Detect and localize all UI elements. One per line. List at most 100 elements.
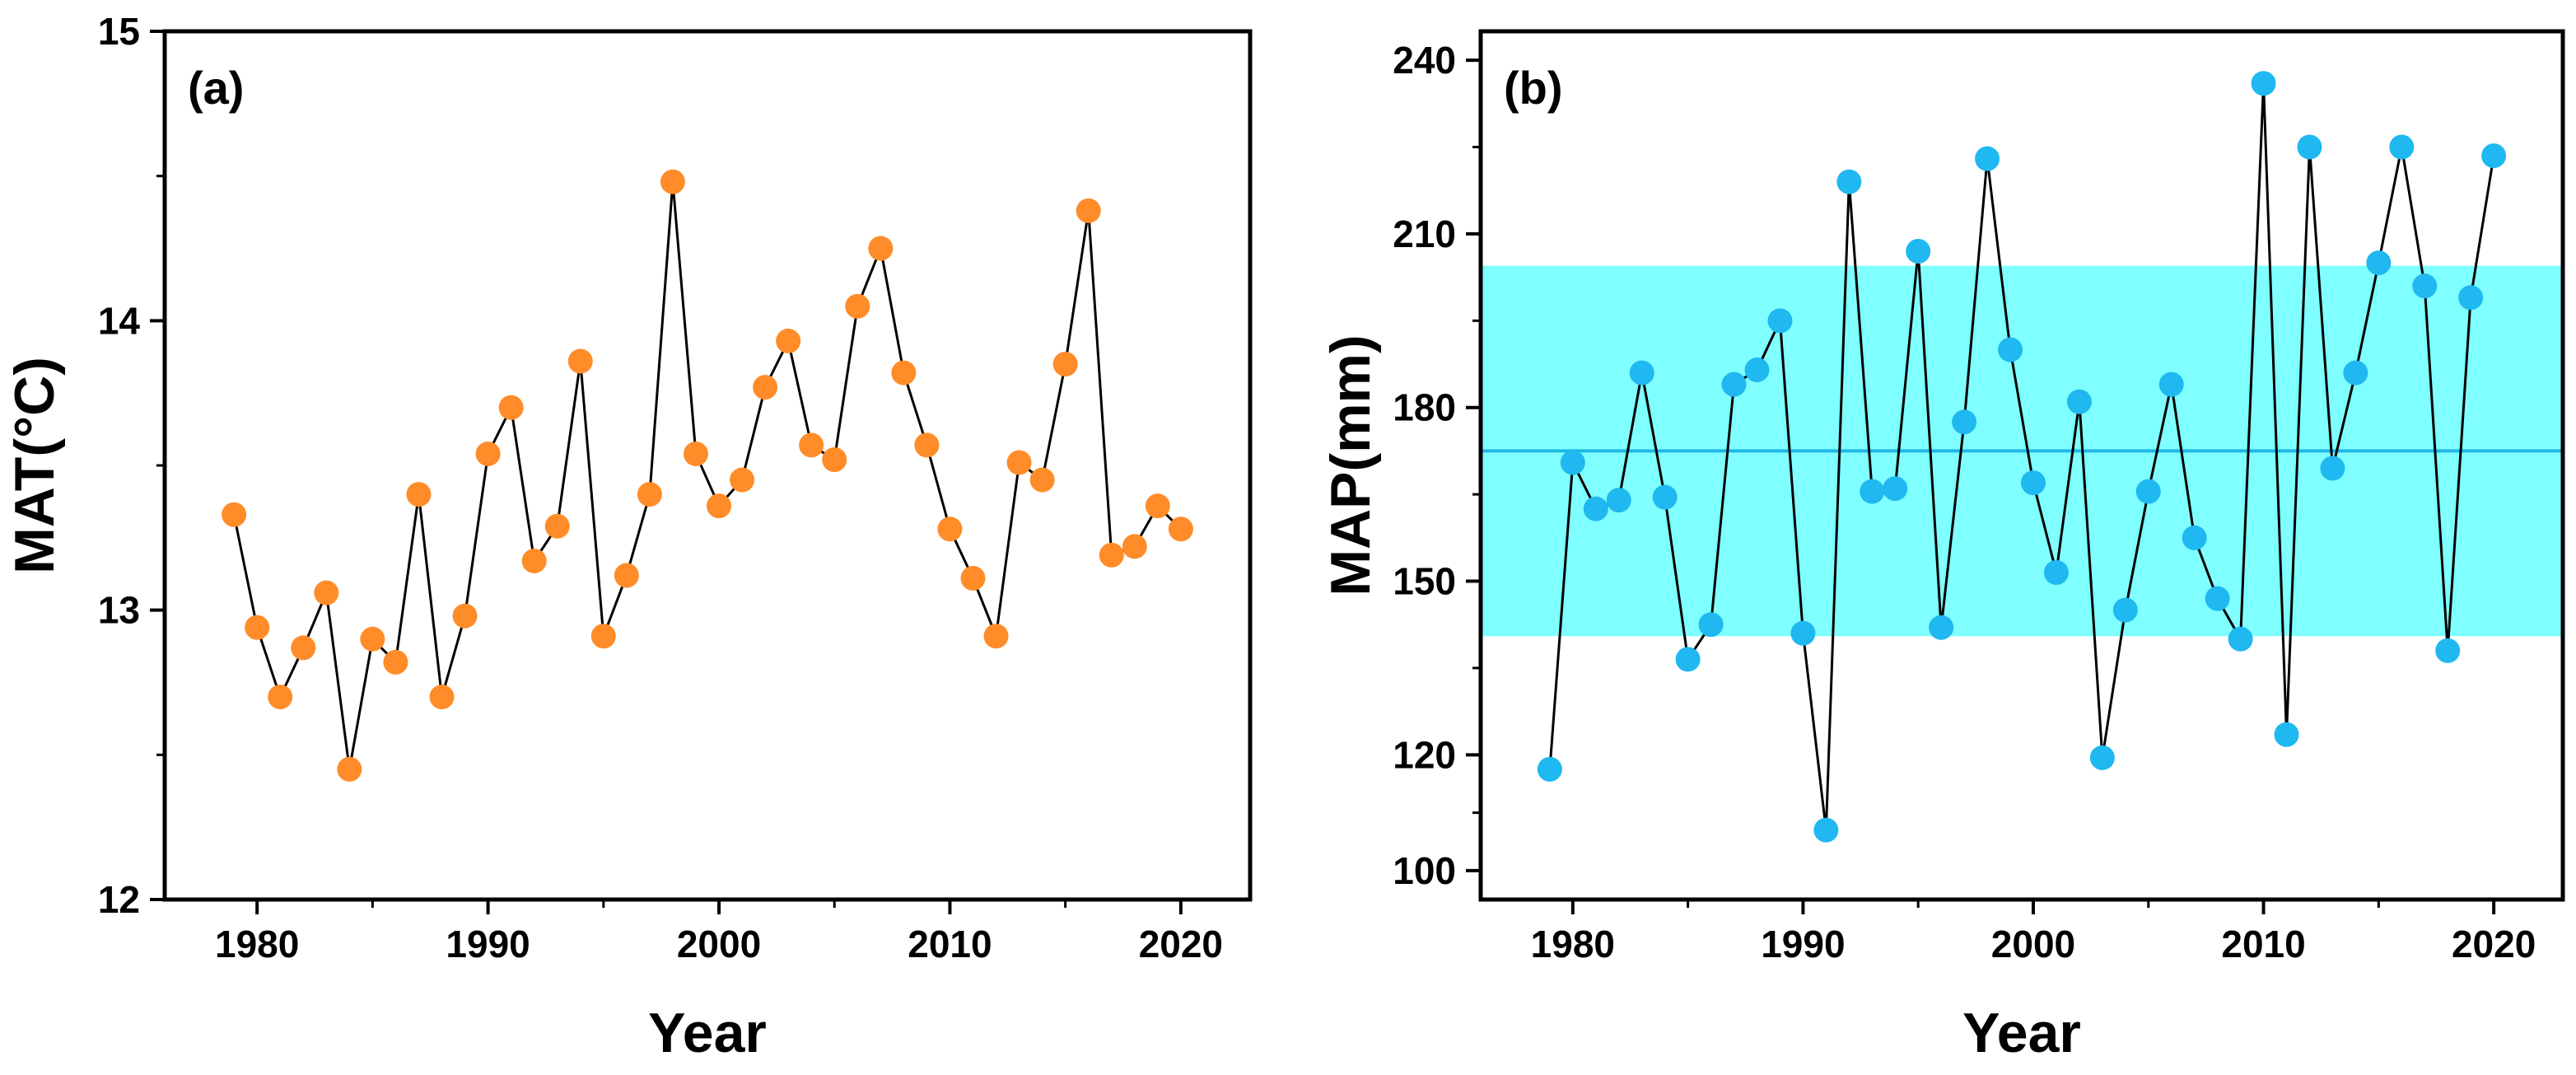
data-point-1999 bbox=[1998, 337, 2023, 362]
data-point-1997 bbox=[1952, 409, 1977, 435]
panel-a: 1980 1990 2000 2010 2020 12 13 14 15 (a) Year MA… bbox=[3, 10, 1253, 1064]
data-point-1990 bbox=[475, 441, 501, 466]
x-tick-label: 2000 bbox=[677, 923, 761, 965]
data-point-1995 bbox=[590, 624, 616, 649]
y-tick-label: 180 bbox=[1393, 386, 1456, 429]
x-tick-label: 1990 bbox=[446, 923, 530, 965]
data-point-1996 bbox=[614, 563, 639, 588]
y-tick-label: 210 bbox=[1393, 213, 1456, 255]
data-point-2014 bbox=[2343, 360, 2368, 386]
data-point-2019 bbox=[1145, 493, 1170, 519]
y-tick-label: 13 bbox=[98, 589, 140, 632]
data-point-1986 bbox=[383, 649, 408, 675]
data-point-2007 bbox=[868, 236, 894, 261]
panel-a-y-axis-title: MAT(°C) bbox=[3, 357, 66, 574]
data-point-2012 bbox=[2297, 134, 2322, 160]
x-tick-label: 2010 bbox=[908, 923, 992, 965]
data-point-1982 bbox=[291, 635, 316, 661]
y-tick-label: 12 bbox=[98, 878, 140, 921]
data-point-1994 bbox=[567, 348, 593, 374]
data-point-2000 bbox=[707, 493, 732, 519]
data-point-2013 bbox=[2320, 456, 2345, 481]
data-point-2006 bbox=[845, 293, 870, 319]
data-point-1980 bbox=[1560, 450, 1585, 475]
data-point-2008 bbox=[891, 360, 917, 386]
data-point-1993 bbox=[544, 513, 570, 539]
data-point-2006 bbox=[2158, 372, 2184, 397]
data-point-1992 bbox=[1836, 169, 1862, 194]
data-point-1998 bbox=[660, 169, 685, 194]
data-point-1983 bbox=[1629, 360, 1654, 386]
panel-b-x-axis-title: Year bbox=[1962, 1002, 2081, 1064]
data-point-2004 bbox=[799, 432, 824, 458]
data-point-1985 bbox=[1675, 647, 1701, 672]
data-point-2011 bbox=[2274, 722, 2299, 747]
x-tick-label: 1980 bbox=[215, 923, 299, 965]
y-tick-label: 14 bbox=[98, 299, 141, 342]
data-point-1984 bbox=[337, 756, 362, 782]
data-point-1995 bbox=[1906, 239, 1931, 264]
data-point-1996 bbox=[1929, 615, 1954, 640]
data-point-1994 bbox=[1883, 476, 1908, 502]
x-tick-label: 2020 bbox=[1139, 923, 1223, 965]
data-point-1984 bbox=[1652, 484, 1678, 510]
data-point-1998 bbox=[1975, 146, 2000, 171]
data-point-1988 bbox=[1744, 358, 1770, 383]
data-point-2002 bbox=[753, 375, 778, 400]
y-tick-label: 240 bbox=[1393, 39, 1456, 82]
x-tick-label: 2020 bbox=[2452, 923, 2536, 965]
data-point-2014 bbox=[1029, 467, 1055, 493]
data-point-2002 bbox=[2066, 389, 2092, 414]
data-point-1993 bbox=[1860, 479, 1885, 504]
data-point-2018 bbox=[1122, 534, 1147, 559]
panel-b: 1980 1990 2000 2010 2020 100 120 150 180 210 240 (… bbox=[1319, 29, 2565, 1064]
data-point-1989 bbox=[452, 603, 478, 629]
data-point-1990 bbox=[1790, 620, 1816, 646]
data-point-2018 bbox=[2435, 638, 2461, 663]
data-point-2008 bbox=[2205, 586, 2230, 611]
data-point-2004 bbox=[2112, 597, 2138, 623]
data-point-2003 bbox=[2089, 745, 2115, 770]
panel-a-frame bbox=[162, 29, 1253, 902]
panel-b-ticks: 1980 1990 2000 2010 2020 100 120 150 180 210 240 bbox=[1393, 39, 2536, 965]
panel-b-y-axis-title: MAP(mm) bbox=[1319, 334, 1382, 596]
data-point-2011 bbox=[960, 566, 986, 591]
panel-a-points bbox=[222, 169, 1193, 782]
panel-b-label: (b) bbox=[1504, 62, 1563, 114]
panel-b-points bbox=[1537, 71, 2507, 843]
data-point-2020 bbox=[1168, 516, 1193, 542]
y-tick-label: 100 bbox=[1393, 849, 1456, 892]
data-point-2005 bbox=[2135, 479, 2161, 504]
data-point-1983 bbox=[314, 580, 339, 605]
data-point-1986 bbox=[1698, 612, 1724, 638]
data-point-2019 bbox=[2458, 285, 2484, 311]
data-point-2003 bbox=[776, 328, 801, 353]
panel-a-x-axis-title: Year bbox=[648, 1002, 767, 1064]
data-point-1988 bbox=[429, 685, 455, 710]
data-point-2012 bbox=[983, 624, 1009, 649]
data-point-2009 bbox=[2228, 626, 2253, 652]
data-point-2015 bbox=[1052, 352, 1078, 377]
data-point-2001 bbox=[2043, 559, 2069, 585]
data-point-2016 bbox=[1076, 198, 1101, 223]
data-point-1982 bbox=[1606, 488, 1631, 513]
data-point-1991 bbox=[498, 395, 524, 420]
x-tick-label: 1990 bbox=[1761, 923, 1845, 965]
data-point-2005 bbox=[822, 446, 847, 472]
data-point-1987 bbox=[406, 482, 432, 507]
data-point-2000 bbox=[2020, 470, 2046, 496]
data-point-1991 bbox=[1813, 817, 1839, 843]
y-tick-label: 150 bbox=[1393, 560, 1456, 603]
data-point-1985 bbox=[360, 626, 385, 652]
x-tick-label: 2010 bbox=[2221, 923, 2305, 965]
data-point-1989 bbox=[1767, 308, 1793, 334]
data-point-1999 bbox=[683, 441, 708, 466]
data-point-2001 bbox=[730, 467, 755, 493]
panel-b-frame bbox=[1478, 29, 2565, 902]
panel-a-ticks: 1980 1990 2000 2010 2020 12 13 14 15 bbox=[98, 10, 1223, 965]
data-point-1981 bbox=[1583, 496, 1608, 521]
data-point-2013 bbox=[1006, 450, 1032, 475]
data-point-2007 bbox=[2182, 525, 2207, 550]
data-point-1980 bbox=[245, 615, 270, 640]
